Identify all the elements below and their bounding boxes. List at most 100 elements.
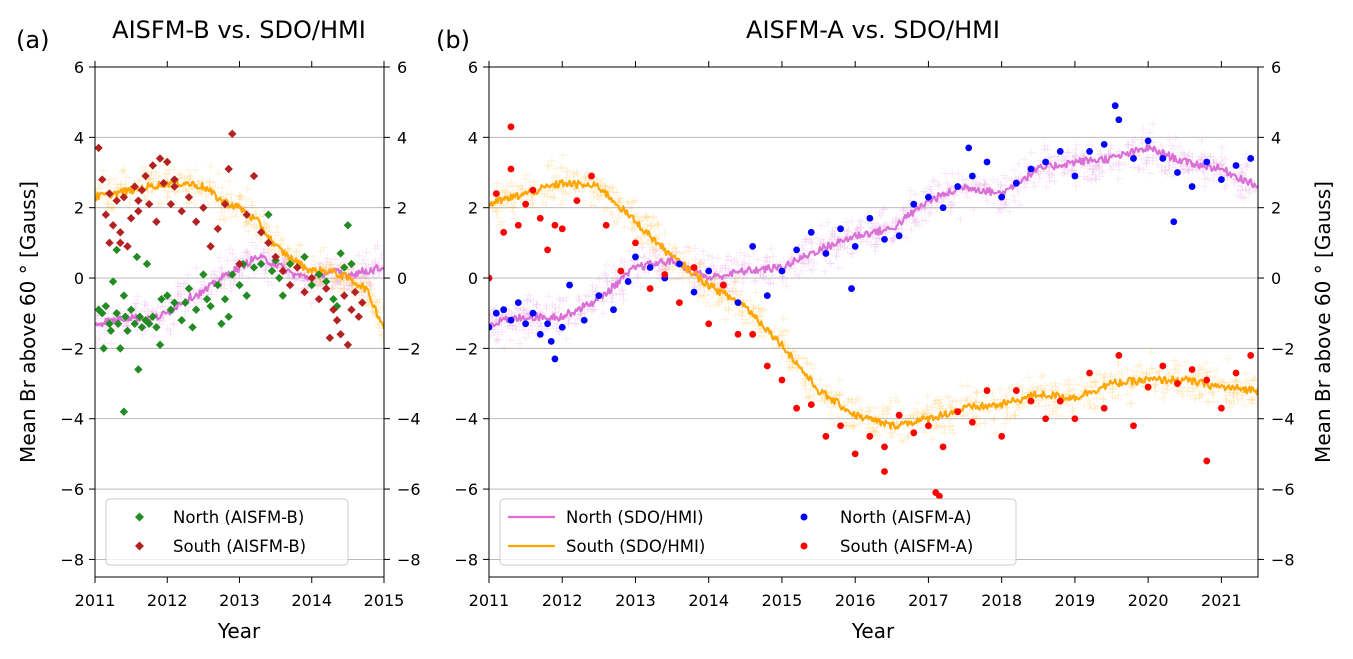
panel-b-y-tick-label-left: 0 <box>468 269 478 288</box>
panel-b-south-sdo-hmi-cloud-point <box>758 315 767 324</box>
panel-a-south-aisfm-b-point <box>144 199 154 209</box>
panel-b-south-sdo-hmi-cloud-point <box>792 351 801 360</box>
panel-b-south-sdo-hmi-cloud-point <box>885 402 894 411</box>
panel-b-south-sdo-hmi-cloud-point <box>785 363 794 372</box>
panel-b-north-sdo-hmi-cloud-point <box>1229 178 1238 187</box>
panel-b-north-sdo-hmi-cloud-point <box>1087 176 1096 185</box>
panel-b-south-sdo-hmi-cloud-point <box>558 151 567 160</box>
panel-a-south-sdo-hmi-cloud-point <box>283 244 292 253</box>
panel-b-north-sdo-hmi-cloud-point <box>564 315 573 324</box>
panel-b-south-sdo-hmi-cloud-point <box>1005 385 1014 394</box>
panel-a-south-sdo-hmi-cloud-point <box>147 170 156 179</box>
panel-b-north-sdo-hmi-cloud-point <box>828 229 837 238</box>
panel-b-south-sdo-hmi-cloud-point <box>823 399 832 408</box>
panel-a-north-sdo-hmi-cloud-point <box>358 259 367 268</box>
panel-b-south-sdo-hmi-cloud-point <box>649 245 658 254</box>
panel-b-north-sdo-hmi-cloud-point <box>806 266 815 275</box>
panel-a-north-sdo-hmi-cloud-point <box>153 304 162 313</box>
panel-b-south-sdo-hmi-cloud-point <box>990 413 999 422</box>
panel-b-north-aisfm-a-point <box>1012 179 1020 187</box>
panel-a-south-sdo-hmi-cloud-point <box>250 222 259 231</box>
panel-b-north-aisfm-a-point <box>848 285 855 292</box>
panel-b-north-sdo-hmi-cloud-point <box>1078 150 1087 159</box>
panel-a-south-sdo-hmi-cloud-point <box>292 247 301 256</box>
panel-b-south-sdo-hmi-cloud-point <box>1230 376 1239 385</box>
panel-b-north-sdo-hmi-cloud-point <box>1175 142 1184 151</box>
panel-b-y-tick-label-left: −6 <box>454 480 478 499</box>
panel-b-north-sdo-hmi-cloud-point <box>1153 160 1162 169</box>
panel-a-north-aisfm-b-point <box>329 294 338 304</box>
panel-b-north-sdo-hmi-cloud-point <box>570 319 579 328</box>
panel-b-south-sdo-hmi-cloud-point <box>732 290 741 299</box>
panel-a-south-aisfm-b-point <box>332 316 342 325</box>
panel-a-north-sdo-hmi-cloud-point <box>344 281 353 290</box>
panel-a-south-aisfm-b-point <box>300 287 309 297</box>
panel-b-south-sdo-hmi-cloud-point <box>1237 396 1246 405</box>
panel-a-north-aisfm-b-point <box>347 259 356 269</box>
panel-b-north-sdo-hmi-cloud-point <box>727 256 736 265</box>
panel-b-south-sdo-hmi-cloud-point <box>1092 369 1101 378</box>
panel-b-south-sdo-hmi-cloud-point <box>759 332 768 341</box>
panel-a-plot-area: 2011 2012 2013 2014 2015−8 −8−6 −6−4 −4−2 −20 02 2… <box>60 58 420 610</box>
panel-b-north-sdo-hmi-cloud-point <box>1164 161 1173 170</box>
panel-b-north-sdo-hmi-cloud-point <box>763 253 772 262</box>
panel-b-south-sdo-hmi-cloud-point <box>1192 394 1201 403</box>
panel-b-south-sdo-hmi-cloud-point <box>717 295 726 304</box>
panel-b-north-sdo-hmi-cloud-point <box>1163 169 1172 178</box>
panel-b-north-sdo-hmi-cloud-point <box>946 200 955 209</box>
panel-b-south-sdo-hmi-cloud-point <box>609 188 618 197</box>
panel-b-north-sdo-hmi-cloud-point <box>943 178 952 187</box>
panel-b-north-sdo-hmi-cloud-point <box>843 227 852 236</box>
panel-b-north-sdo-hmi-cloud-point <box>897 225 906 234</box>
panel-b-north-sdo-hmi-cloud-point <box>873 221 882 230</box>
panel-b-south-aisfm-a-point <box>1086 369 1093 377</box>
panel-b-south-sdo-hmi-cloud-point <box>724 305 733 314</box>
panel-a-north-sdo-hmi-cloud-point <box>227 286 236 295</box>
panel-a-north-aisfm-b-point <box>213 280 223 290</box>
panel-b-south-sdo-hmi-cloud-point <box>1147 364 1156 373</box>
panel-a-south-aisfm-b-point <box>278 266 288 276</box>
panel-b-y-tick-label-left: −2 <box>454 339 478 358</box>
panel-b-north-sdo-hmi-cloud-point <box>1183 164 1192 173</box>
panel-a-south-aisfm-b-point <box>249 171 259 181</box>
panel-b-south-sdo-hmi-cloud-point <box>826 410 835 419</box>
panel-b-north-sdo-hmi-cloud-point <box>981 181 990 190</box>
panel-a-south-aisfm-b-point <box>123 242 132 251</box>
panel-b-north-sdo-hmi-cloud-point <box>827 259 836 268</box>
panel-b-north-sdo-hmi-cloud-point <box>1240 194 1249 203</box>
panel-b-north-sdo-hmi-cloud-point <box>843 244 852 253</box>
panel-a-north-sdo-hmi-cloud-point <box>158 316 167 325</box>
panel-b-south-sdo-hmi-cloud-point <box>939 404 948 413</box>
panel-a-north-aisfm-b-point <box>228 270 237 279</box>
panel-b-south-sdo-hmi-cloud-point <box>1046 381 1055 390</box>
panel-b-south-sdo-hmi-cloud-point <box>789 347 798 356</box>
panel-b-south-aisfm-a-point <box>1012 387 1020 394</box>
panel-b-north-sdo-hmi-cloud-point <box>926 208 935 217</box>
panel-b-north-sdo-hmi-cloud-point <box>1047 153 1056 162</box>
panel-a-south-aisfm-b-point <box>350 287 360 297</box>
panel-a-north-aisfm-b-point <box>108 277 118 286</box>
legend-south-aisfm-a-marker <box>800 542 808 550</box>
panel-b-north-aisfm-a-point <box>763 292 771 300</box>
panel-b-south-sdo-hmi-cloud-point <box>589 186 598 195</box>
panel-b-south-aisfm-a-point <box>573 197 581 205</box>
panel-a-north-sdo-hmi-cloud-point <box>345 286 354 295</box>
panel-b-north-sdo-hmi-cloud-point <box>779 276 788 285</box>
panel-b-north-sdo-hmi-cloud-point <box>564 318 573 327</box>
panel-b-north-sdo-hmi-cloud-point <box>1188 166 1197 175</box>
panel-b-south-sdo-hmi-cloud-point <box>1106 369 1115 378</box>
panel-b-north-sdo-hmi-cloud-point <box>1233 190 1242 199</box>
panel-b-south-sdo-hmi-cloud-point <box>715 299 724 308</box>
panel-b-north-sdo-hmi-cloud-point <box>575 296 584 305</box>
panel-b-south-sdo-hmi-cloud-point <box>562 173 571 182</box>
panel-b-north-sdo-hmi-cloud-point <box>1071 181 1080 190</box>
panel-b-south-sdo-hmi-cloud-point <box>861 428 870 437</box>
panel-b-north-sdo-hmi-cloud-point <box>1239 168 1248 177</box>
panel-b-south-sdo-hmi-cloud-point <box>731 277 740 286</box>
panel-a-north-sdo-hmi-cloud-point <box>161 302 170 311</box>
panel-b-north-sdo-hmi-cloud-point <box>1083 175 1092 184</box>
panel-b-north-sdo-hmi-cloud-point <box>721 263 730 272</box>
panel-b-south-sdo-hmi-cloud-point <box>930 399 939 408</box>
panel-b-north-sdo-hmi-cloud-point <box>871 234 880 243</box>
panel-a-south-sdo-hmi-cloud-point <box>211 198 220 207</box>
